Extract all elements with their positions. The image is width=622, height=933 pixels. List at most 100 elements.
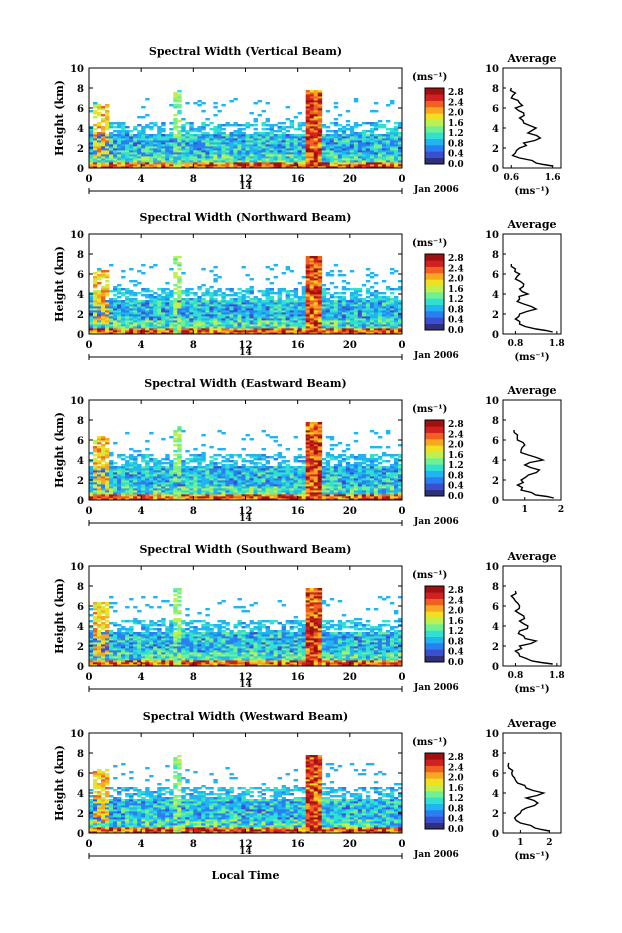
heatmap-cell [266,128,270,130]
y-tick-label: 6 [77,104,84,115]
heatmap-cell [213,462,217,464]
heatmap-cell [229,288,233,290]
heatmap-cell [370,286,374,288]
average-y-tick-label: 0 [492,330,499,341]
heatmap-cell [141,116,145,118]
heatmap-cell [149,266,153,268]
heatmap-cell [205,124,209,126]
date-label: Jan 2006 [413,351,459,361]
heatmap-cell [133,126,137,128]
heatmap-cell [266,102,270,104]
heatmap-cell [105,134,109,136]
heatmap-cell [241,128,245,130]
heatmap-cell [97,122,101,124]
heatmap-cell [326,272,330,274]
heatmap-cell [362,284,366,286]
heatmap-cell [177,110,181,112]
heatmap-cell [241,132,245,134]
heatmap-cell [266,288,270,290]
heatmap-cell [93,128,97,130]
heatmap-cell [258,466,262,468]
heatmap-cell [153,296,157,298]
heatmap-cell [169,132,173,134]
heatmap-cell [334,300,338,302]
colorbar-tick-label: 2.4 [448,98,464,108]
heatmap-cell [177,256,181,258]
heatmap-cell [374,282,378,284]
y-tick-label: 4 [77,290,84,301]
heatmap-cell [145,460,149,462]
heatmap-cell [250,134,254,136]
heatmap-cell [165,282,169,284]
heatmap-cell [153,458,157,460]
heatmap-cell [181,290,185,292]
heatmap-cell [338,296,342,298]
heatmap-cell [342,126,346,128]
colorbar-swatch [425,279,444,286]
x-tick-label: 20 [343,174,357,185]
heatmap-cell [149,466,153,468]
heatmap-cell [386,104,390,106]
heatmap-cell [274,440,278,442]
heatmap-cell [213,298,217,300]
heatmap-cell [270,466,274,468]
heatmap-cell [390,272,394,274]
heatmap-cell [161,134,165,136]
heatmap-cells [89,90,402,168]
day-label: 14 [239,182,252,192]
heatmap-cell [262,110,266,112]
heatmap-cell [217,124,221,126]
average-frame [503,234,561,334]
heatmap-cell [89,466,93,468]
heatmap-cell [93,440,97,442]
heatmap-cell [274,124,278,126]
average-x-label: (ms⁻¹) [514,352,549,363]
heatmap-cell [97,132,101,134]
heatmap-cell [270,456,274,458]
heatmap-cell [233,454,237,456]
heatmap-cell [197,296,201,298]
heatmap-cell [129,268,133,270]
heatmap-cell [250,298,254,300]
heatmap-cell [298,460,302,462]
average-y-tick-label: 6 [492,104,499,115]
heatmap-cell [209,128,213,130]
heatmap-cell [362,298,366,300]
heatmap-cell [274,300,278,302]
heatmap-cell [89,452,93,454]
heatmap-cell [350,126,354,128]
heatmap-cell [250,112,254,114]
heatmap-cell [113,298,117,300]
colorbar-unit: (ms⁻¹) [412,238,447,249]
heatmap-cell [298,448,302,450]
average-x-tick-label: 0.6 [503,173,519,183]
heatmap-cell [217,448,221,450]
heatmap-cell [302,130,306,132]
colorbar-swatch [425,292,444,299]
heatmap-cell [366,122,370,124]
panel-title: Spectral Width (Vertical Beam) [149,45,342,58]
heatmap-cell [89,110,93,112]
heatmap-cell [298,122,302,124]
heatmap-cell [197,126,201,128]
heatmap-cell [294,134,298,136]
heatmap-cell [133,298,137,300]
heatmap-cell [165,462,169,464]
heatmap-cell [302,466,306,468]
heatmap-cell [173,118,177,120]
heatmap-cell [213,290,217,292]
heatmap-cell [274,466,278,468]
colorbar-swatch [425,158,444,165]
heatmap-cell [274,134,278,136]
heatmap-cell [282,126,286,128]
heatmap-cell [390,268,394,270]
heatmap-cell [161,296,165,298]
heatmap-cell [390,128,394,130]
heatmap-cell [338,134,342,136]
y-axis-label: Height (km) [53,80,66,156]
heatmap-cell [133,450,137,452]
heatmap-cell [165,134,169,136]
heatmap-cell [322,134,326,136]
heatmap-cell [225,458,229,460]
y-axis-label: Height (km) [53,246,66,322]
